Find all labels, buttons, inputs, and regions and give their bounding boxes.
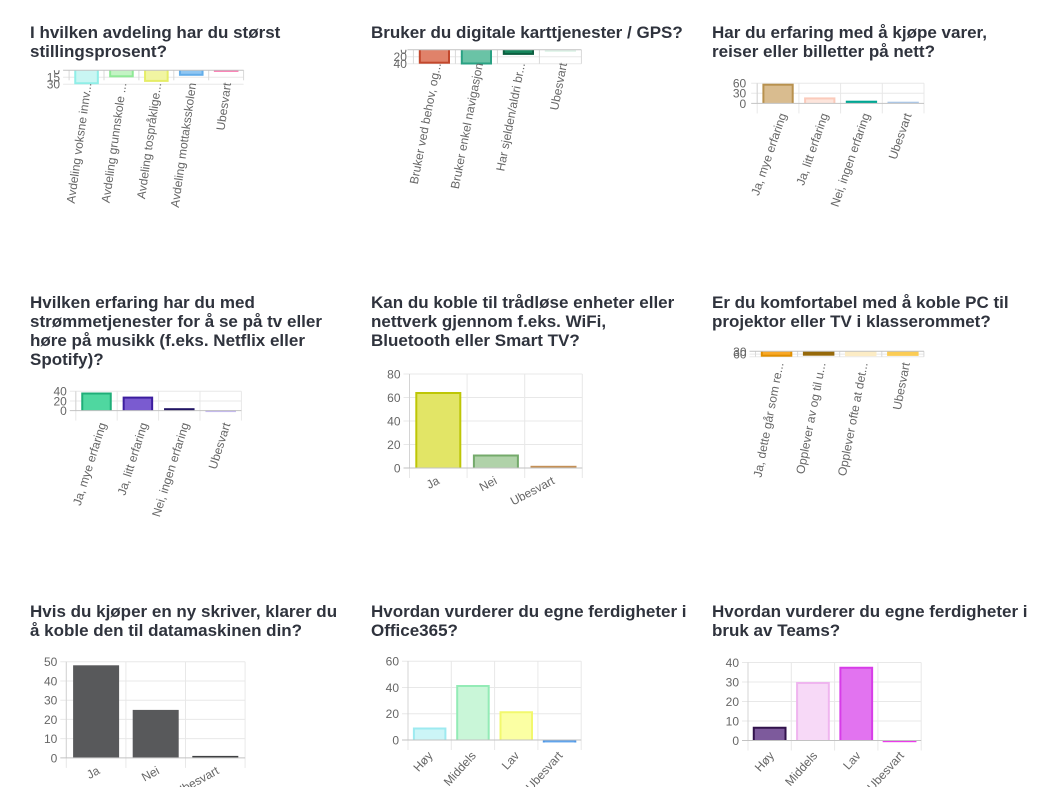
svg-text:20: 20 [44, 713, 58, 727]
svg-text:Avdeling voksne innv...: Avdeling voksne innv... [64, 82, 95, 204]
svg-text:30: 30 [726, 675, 740, 689]
svg-text:20: 20 [53, 394, 67, 408]
svg-text:40: 40 [44, 674, 58, 688]
svg-text:Nei: Nei [477, 473, 499, 494]
svg-text:0: 0 [394, 461, 401, 475]
svg-text:80: 80 [387, 367, 401, 381]
svg-text:Middels: Middels [782, 749, 820, 787]
svg-text:40: 40 [53, 385, 67, 399]
svg-text:15: 15 [47, 71, 61, 85]
svg-text:Ubesvart: Ubesvart [206, 420, 234, 471]
svg-text:Bruker enkel navigasjon: Bruker enkel navigasjon [448, 62, 486, 190]
svg-text:20: 20 [387, 438, 401, 452]
svg-text:30: 30 [733, 345, 747, 359]
svg-text:40: 40 [394, 57, 408, 71]
svg-text:30: 30 [47, 78, 61, 92]
svg-text:10: 10 [726, 714, 740, 728]
svg-text:40: 40 [386, 681, 400, 695]
svg-text:0: 0 [51, 751, 58, 765]
svg-text:Ja, dette går som re...: Ja, dette går som re... [751, 361, 787, 478]
svg-text:Ubesvart: Ubesvart [508, 473, 558, 508]
svg-text:Ubesvart: Ubesvart [864, 748, 907, 787]
svg-text:60: 60 [733, 347, 747, 361]
svg-text:Nei: Nei [139, 763, 162, 784]
svg-text:0: 0 [53, 64, 60, 78]
svg-text:Ja, mye erfaring: Ja, mye erfaring [748, 111, 789, 197]
svg-text:Lav: Lav [499, 749, 522, 773]
svg-text:0: 0 [732, 734, 739, 748]
svg-text:60: 60 [387, 391, 401, 405]
svg-text:Har sjelden/aldri br...: Har sjelden/aldri br... [493, 62, 528, 173]
svg-text:Ubesvart: Ubesvart [523, 748, 566, 787]
svg-text:Ubesvart: Ubesvart [172, 763, 221, 787]
svg-text:Avdeling tospråklige...: Avdeling tospråklige... [134, 82, 164, 200]
svg-text:0: 0 [392, 733, 399, 747]
svg-text:40: 40 [726, 656, 740, 670]
svg-text:50: 50 [44, 655, 58, 669]
svg-text:Ja: Ja [84, 763, 102, 782]
svg-text:Avdeling mottaksskolen: Avdeling mottaksskolen [168, 82, 199, 209]
svg-text:Nei, ingen erfaring: Nei, ingen erfaring [149, 421, 192, 519]
svg-text:30: 30 [733, 87, 747, 101]
svg-text:Ja, mye erfaring: Ja, mye erfaring [70, 421, 109, 507]
svg-text:60: 60 [386, 655, 400, 669]
svg-text:Ubesvart: Ubesvart [547, 61, 570, 111]
svg-text:Ja, litt erfaring: Ja, litt erfaring [793, 111, 831, 187]
svg-text:Ubesvart: Ubesvart [214, 81, 235, 131]
svg-text:20: 20 [386, 707, 400, 721]
svg-text:20: 20 [394, 50, 408, 64]
svg-text:0: 0 [60, 404, 67, 418]
svg-text:Bruker ved behov, og...: Bruker ved behov, og... [407, 62, 444, 186]
svg-text:40: 40 [387, 414, 401, 428]
svg-text:Høy: Høy [752, 749, 777, 775]
svg-text:0: 0 [740, 97, 747, 111]
svg-text:0: 0 [400, 43, 407, 57]
svg-text:Ja, litt erfaring: Ja, litt erfaring [115, 421, 151, 497]
svg-text:Middels: Middels [441, 749, 479, 787]
svg-text:10: 10 [44, 732, 58, 746]
svg-text:Opplever ofte at det...: Opplever ofte at det... [835, 361, 871, 477]
svg-text:Høy: Høy [410, 749, 435, 775]
svg-text:Lav: Lav [840, 749, 863, 773]
svg-text:20: 20 [726, 695, 740, 709]
svg-text:Ubesvart: Ubesvart [886, 111, 915, 162]
svg-text:Ja: Ja [424, 473, 442, 491]
svg-text:Avdeling grunnskole ...: Avdeling grunnskole ... [99, 82, 130, 204]
svg-text:60: 60 [733, 77, 747, 91]
svg-text:Opplever av og til u...: Opplever av og til u... [793, 361, 828, 475]
svg-text:Nei, ingen erfaring: Nei, ingen erfaring [828, 111, 873, 208]
svg-text:30: 30 [44, 694, 58, 708]
svg-text:Ubesvart: Ubesvart [890, 361, 913, 411]
